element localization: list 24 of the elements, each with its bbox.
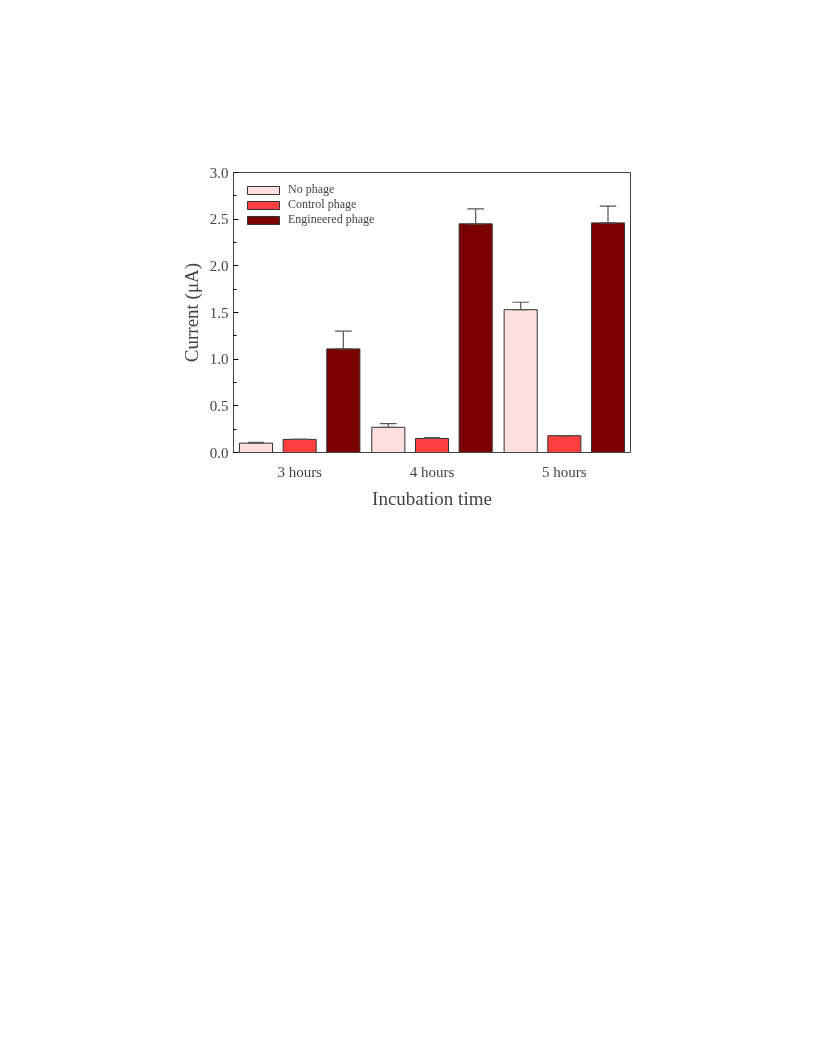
bar <box>282 438 317 453</box>
y-tick-label: 1.5 <box>209 304 229 321</box>
x-tick-label: 4 hours <box>409 463 455 480</box>
y-tick-label: 2.5 <box>209 211 229 228</box>
bar <box>238 442 274 453</box>
bar <box>371 426 406 453</box>
bar <box>547 435 582 453</box>
y-axis-title: Current (μA) <box>180 262 203 363</box>
y-tick-label: 3.0 <box>209 164 229 181</box>
bar <box>590 222 626 453</box>
x-tick-label: 5 hours <box>542 463 587 480</box>
x-tick-label: 3 hours <box>277 463 323 480</box>
x-axis-title: Incubation time <box>372 487 492 509</box>
bar <box>458 223 493 453</box>
y-tick-label: 0.0 <box>209 444 229 461</box>
bar <box>414 438 450 453</box>
legend-label: Engineered phage <box>288 212 375 227</box>
y-tick-label: 1.0 <box>209 351 229 368</box>
y-tick-label: 0.5 <box>209 397 229 414</box>
bar <box>326 348 361 453</box>
legend-label: Control phage <box>288 197 357 212</box>
bar <box>503 309 538 453</box>
y-tick-label: 2.0 <box>209 257 229 274</box>
legend-label: No phage <box>288 182 335 197</box>
